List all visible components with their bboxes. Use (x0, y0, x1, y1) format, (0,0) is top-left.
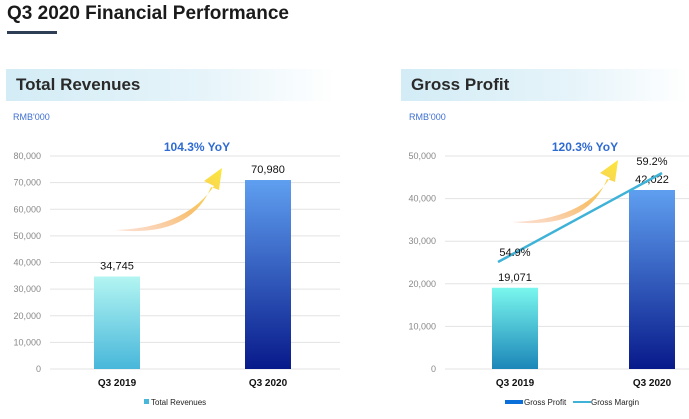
growth-arrow-icon (512, 160, 618, 224)
y-tick-label: 50,000 (408, 151, 436, 161)
bar-value-label: 19,071 (498, 272, 532, 284)
y-tick-label: 20,000 (13, 311, 41, 321)
bar-q3-2020 (629, 189, 675, 369)
gross-profit-title: Gross Profit (411, 75, 510, 94)
unit-label: RMB'000 (13, 112, 50, 122)
gross-profit-header: Gross Profit (401, 69, 689, 101)
legend-label: Total Revenues (151, 398, 206, 407)
y-tick-label: 20,000 (408, 279, 436, 289)
bar-q3-2019 (94, 276, 140, 369)
x-tick-label: Q3 2020 (249, 378, 288, 389)
x-tick-label: Q3 2019 (496, 378, 535, 389)
unit-label: RMB'000 (409, 112, 446, 122)
yoy-annotation: 120.3% YoY (552, 140, 618, 154)
legend-swatch-bar (505, 400, 523, 404)
legend-label: Gross Margin (591, 398, 639, 407)
y-tick-label: 40,000 (13, 258, 41, 268)
bar-value-label: 34,745 (100, 260, 134, 272)
revenues-title: Total Revenues (16, 75, 141, 94)
page-title: Q3 2020 Financial Performance (7, 3, 289, 24)
margin-label: 59.2% (636, 156, 667, 168)
y-tick-label: 0 (431, 364, 436, 374)
y-tick-label: 0 (36, 364, 41, 374)
y-tick-label: 40,000 (408, 194, 436, 204)
legend-swatch (144, 399, 149, 404)
bar-q3-2019 (492, 287, 538, 369)
y-tick-label: 10,000 (13, 337, 41, 347)
title-underline (7, 31, 57, 34)
yoy-annotation: 104.3% YoY (164, 140, 230, 154)
bar-q3-2020 (245, 180, 291, 369)
bar-value-label: 70,980 (251, 164, 285, 176)
revenues-header: Total Revenues (6, 69, 336, 101)
gross-margin-line (497, 171, 663, 264)
y-tick-label: 10,000 (408, 321, 436, 331)
margin-label: 54.9% (499, 247, 530, 259)
y-tick-label: 30,000 (408, 236, 436, 246)
y-tick-label: 50,000 (13, 231, 41, 241)
y-tick-label: 80,000 (13, 151, 41, 161)
x-tick-label: Q3 2020 (633, 378, 672, 389)
y-tick-label: 60,000 (13, 204, 41, 214)
y-tick-label: 30,000 (13, 284, 41, 294)
y-tick-label: 70,000 (13, 178, 41, 188)
x-tick-label: Q3 2019 (98, 378, 137, 389)
legend-label: Gross Profit (524, 398, 567, 407)
growth-arrow-icon (115, 168, 222, 232)
